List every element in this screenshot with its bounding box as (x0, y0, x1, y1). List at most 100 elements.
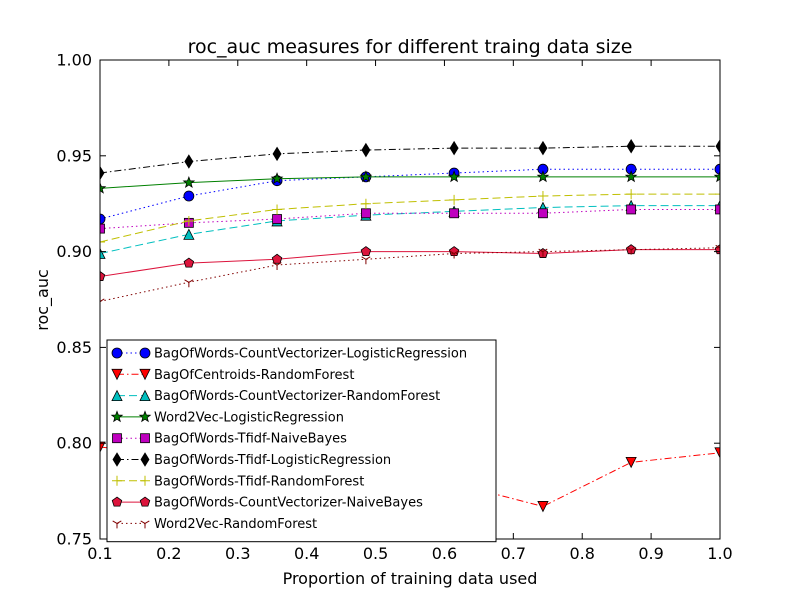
x-tick-label: 0.5 (363, 544, 388, 563)
data-point-s4-6 (536, 170, 550, 183)
x-tick-label: 0.9 (638, 544, 663, 563)
data-point-s6-7 (626, 138, 636, 154)
legend-marker-8 (111, 496, 123, 507)
data-point-s8-1 (100, 271, 106, 281)
data-point-s6-4 (361, 142, 371, 158)
series-line-6 (100, 145, 720, 174)
legend-label-3: BagOfWords-CountVectorizer-RandomForest (154, 389, 440, 404)
legend-marker-8b (139, 496, 151, 507)
legend-marker-3b (139, 389, 151, 402)
data-point-s4-7 (624, 170, 638, 183)
data-point-s2-8 (714, 447, 720, 459)
legend-marker-5 (112, 433, 122, 444)
x-axis-label: Proportion of training data used (283, 569, 538, 588)
data-point-s7-2 (183, 215, 194, 226)
legend-label-1: BagOfWords-CountVectorizer-LogisticRegre… (154, 347, 467, 362)
y-tick-label: 0.95 (56, 146, 92, 165)
data-point-s5-4 (361, 208, 371, 219)
legend-marker-7 (112, 475, 122, 486)
data-point-s7-6 (537, 191, 548, 202)
legend-label-7: BagOfWords-Tfidf-RandomForest (154, 474, 364, 489)
legend-label-2: BagOfCentroids-RandomForest (154, 368, 354, 383)
data-point-s7-7 (626, 189, 637, 200)
x-tick-label: 0.3 (225, 544, 250, 563)
data-point-s1-1 (100, 213, 106, 225)
data-point-s1-8 (714, 163, 720, 175)
y-tick-label: 0.80 (56, 434, 92, 453)
data-point-s7-1 (100, 237, 105, 248)
series-line-7 (100, 193, 720, 243)
legend-label-8: BagOfWords-CountVectorizer-NaiveBayes (154, 496, 423, 511)
legend-label-5: BagOfWords-Tfidf-NaiveBayes (154, 432, 347, 447)
y-tick-label: 0.90 (56, 242, 92, 261)
data-point-s8-4 (360, 246, 372, 257)
x-tick-label: 0.2 (156, 544, 181, 563)
data-point-s3-1 (100, 247, 106, 259)
data-point-s4-3 (270, 172, 284, 185)
legend-marker-4b (138, 410, 152, 423)
data-point-s8-2 (183, 257, 195, 268)
data-point-s9-4 (361, 256, 371, 265)
axis-ticks: 0.1 0.2 0.3 0.4 0.5 0.6 0.7 0.8 0.9 1.0 0.75 0.80 0.… (56, 51, 732, 564)
legend-label-4: Word2Vec-LogisticRegression (154, 410, 344, 425)
x-tick-label: 1.0 (707, 544, 732, 563)
legend-label-6: BagOfWords-Tfidf-LogisticRegression (154, 453, 391, 468)
data-point-s9-5 (449, 250, 459, 259)
data-point-s1-2 (183, 190, 195, 202)
legend-marker-2 (111, 368, 123, 381)
series-line-5 (100, 208, 720, 230)
legend: BagOfWords-CountVectorizer-LogisticRegre… (106, 339, 497, 543)
x-tick-label: 0.7 (501, 544, 526, 563)
legend-marker-6 (112, 452, 122, 467)
legend-marker-9b (140, 520, 150, 529)
data-point-s7-4 (360, 198, 371, 209)
data-point-s6-5 (449, 140, 459, 156)
data-point-s5-7 (626, 204, 637, 215)
data-point-s9-6 (538, 248, 548, 257)
data-point-s9-1 (100, 298, 105, 307)
data-point-s7-3 (272, 204, 283, 215)
data-point-s6-6 (538, 140, 548, 156)
legend-marker-4 (110, 410, 124, 423)
plot-area (100, 138, 720, 513)
data-point-s5-8 (715, 204, 720, 215)
legend-marker-6b (140, 452, 150, 467)
data-point-s6-8 (715, 138, 720, 154)
legend-marker-9 (112, 520, 122, 529)
y-axis-label: roc_auc (33, 269, 53, 331)
series-line-4 (100, 176, 720, 189)
data-point-s6-1 (100, 165, 105, 181)
x-tick-label: 0.6 (432, 544, 457, 563)
data-point-s6-2 (184, 154, 194, 169)
legend-marker-2b (139, 368, 151, 381)
data-point-s4-2 (182, 175, 196, 189)
data-point-s7-5 (449, 194, 460, 205)
legend-box (106, 339, 497, 543)
legend-marker-5b (140, 433, 150, 444)
data-point-s5-3 (272, 214, 282, 224)
data-point-s9-8 (715, 244, 720, 253)
legend-marker-3 (111, 389, 123, 402)
data-point-s2-6 (537, 501, 549, 513)
legend-marker-1 (111, 347, 123, 359)
data-point-s2-7 (625, 456, 637, 469)
legend-label-9: Word2Vec-RandomForest (154, 517, 317, 532)
y-tick-label: 1.00 (56, 51, 92, 70)
x-tick-label: 0.4 (294, 544, 319, 563)
data-point-s4-1 (100, 181, 107, 194)
series-line-8 (100, 249, 720, 278)
data-point-s5-6 (538, 208, 548, 219)
series-line-3 (100, 205, 720, 255)
data-point-s3-2 (183, 228, 195, 240)
series-group (100, 138, 720, 513)
data-point-s8-3 (271, 253, 283, 264)
x-tick-label: 0.1 (87, 544, 112, 563)
data-point-s9-7 (626, 246, 636, 255)
data-point-s6-3 (272, 146, 282, 162)
data-point-s7-8 (715, 189, 720, 200)
data-point-s5-5 (449, 208, 459, 219)
legend-marker-1b (139, 347, 151, 359)
data-point-s4-4 (359, 170, 373, 183)
data-point-s9-3 (272, 262, 282, 271)
